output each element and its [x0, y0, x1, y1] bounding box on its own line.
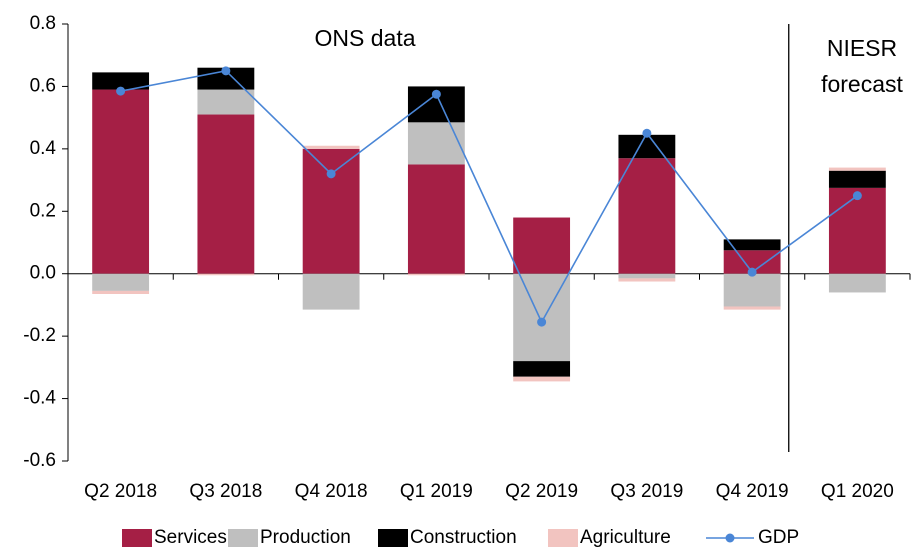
bar: [92, 273, 150, 291]
bar: [92, 290, 150, 295]
bar: [618, 273, 676, 279]
bar: [723, 239, 781, 251]
bar: [513, 361, 571, 377]
bar: [513, 376, 571, 382]
legend-swatch: [548, 529, 578, 547]
bar: [618, 158, 676, 274]
legend-label: Services: [154, 527, 227, 548]
legend-label: GDP: [758, 527, 799, 548]
bar: [92, 72, 150, 90]
bar: [723, 273, 781, 307]
legend-label: Agriculture: [580, 527, 671, 548]
bar: [723, 250, 781, 274]
y-tick-label: -0.2: [23, 325, 56, 346]
point: [747, 267, 757, 277]
legend-label: Production: [260, 527, 351, 548]
x-tick-label: Q1 2020: [821, 481, 894, 502]
bar: [197, 114, 255, 274]
annotation: forecast: [821, 71, 903, 97]
bar: [828, 170, 886, 188]
y-tick-label: -0.4: [23, 388, 56, 409]
point: [537, 317, 547, 327]
y-tick-label: -0.6: [23, 450, 56, 471]
x-tick-label: Q3 2018: [189, 481, 262, 502]
bar: [302, 145, 360, 149]
y-tick-label: 0.6: [30, 75, 56, 96]
bar: [723, 306, 781, 310]
y-tick-label: 0.0: [30, 263, 56, 284]
bar: [197, 273, 255, 276]
bar: [407, 273, 465, 276]
bar: [618, 134, 676, 159]
bar: [302, 273, 360, 310]
point: [326, 169, 336, 179]
annotation: ONS data: [315, 25, 416, 51]
point: [642, 128, 652, 138]
x-tick-label: Q2 2019: [505, 481, 578, 502]
bar: [618, 278, 676, 282]
bar: [828, 273, 886, 293]
x-tick-label: Q3 2019: [610, 481, 683, 502]
legend-swatch: [122, 529, 152, 547]
bar: [92, 89, 150, 274]
x-tick-label: Q4 2018: [295, 481, 368, 502]
legend-swatch: [228, 529, 258, 547]
bar: [828, 167, 886, 171]
legend-label: Construction: [410, 527, 517, 548]
legend-swatch: [378, 529, 408, 547]
line: [120, 69, 858, 324]
y-tick-label: 0.8: [30, 13, 56, 34]
bar: [407, 122, 465, 165]
bar: [513, 217, 571, 274]
bar: [197, 89, 255, 115]
point: [221, 66, 231, 76]
point: [431, 89, 441, 99]
bar: [828, 187, 886, 274]
legend-marker: [725, 533, 735, 543]
x-tick-label: Q2 2018: [84, 481, 157, 502]
point: [852, 191, 862, 201]
point: [116, 86, 126, 96]
bar: [302, 148, 360, 274]
annotation: NIESR: [827, 35, 897, 61]
bar: [407, 164, 465, 274]
x-tick-label: Q1 2019: [400, 481, 473, 502]
y-tick-label: 0.4: [30, 138, 57, 159]
x-tick-label: Q4 2019: [716, 481, 789, 502]
y-tick-label: 0.2: [30, 200, 56, 221]
